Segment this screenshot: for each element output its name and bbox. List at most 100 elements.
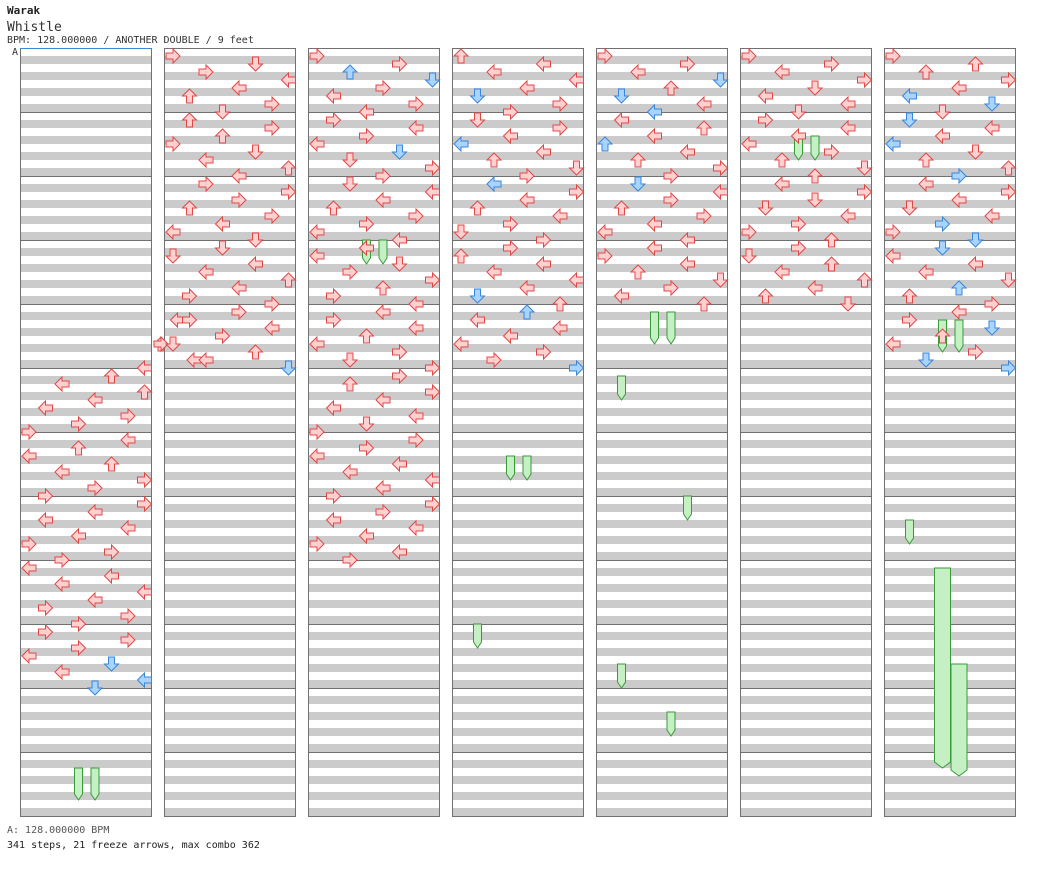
freeze-arrow [522,455,532,481]
beat-stripe [308,776,440,784]
beat-stripe [164,552,296,560]
beat-stripe [164,760,296,768]
beat-stripe [164,88,296,96]
beat-stripe [164,696,296,704]
beat-stripe [452,280,584,288]
beat-stripe [452,680,584,688]
beat-stripe [740,120,872,128]
beat-stripe [884,56,1016,64]
beat-stripe [20,280,152,288]
beat-stripe [596,184,728,192]
beat-stripe [452,808,584,816]
beat-stripe [452,568,584,576]
beat-stripe [20,392,152,400]
beat-stripe [596,584,728,592]
beat-stripe [20,248,152,256]
beat-stripe [596,488,728,496]
beat-stripe [308,808,440,816]
beat-stripe [596,376,728,384]
beat-stripe [20,488,152,496]
beat-stripe [740,328,872,336]
beat-stripe [740,808,872,816]
beat-stripe [308,632,440,640]
beat-stripe [740,216,872,224]
beat-stripe [308,504,440,512]
beat-stripe [884,328,1016,336]
freeze-body [378,239,388,265]
beat-stripe [596,232,728,240]
beat-stripe [308,184,440,192]
beat-stripe [164,712,296,720]
beat-stripe [596,408,728,416]
beat-stripe [452,184,584,192]
beat-stripe [884,136,1016,144]
beat-stripe [20,72,152,80]
beat-stripe [740,680,872,688]
beat-stripe [596,472,728,480]
beat-stripe [884,552,1016,560]
beat-stripe [308,264,440,272]
beat-stripe [740,744,872,752]
beat-stripe [452,776,584,784]
beat-stripe [596,216,728,224]
beat-stripe [20,792,152,800]
beat-stripe [20,760,152,768]
beat-stripe [164,200,296,208]
beat-stripe [740,88,872,96]
beat-stripe [20,456,152,464]
beat-stripe [20,648,152,656]
song-title: Whistle [7,20,62,35]
beat-stripe [884,104,1016,112]
beat-stripe [164,632,296,640]
beat-stripe [884,168,1016,176]
beat-stripe [164,168,296,176]
beat-stripe [596,280,728,288]
beat-stripe [596,712,728,720]
freeze-arrow [506,455,515,481]
beat-stripe [20,152,152,160]
beat-stripe [164,264,296,272]
beat-stripe [884,456,1016,464]
beat-stripe [884,200,1016,208]
beat-stripe [20,328,152,336]
beat-stripe [596,440,728,448]
freeze-body [90,767,100,801]
beat-stripe [20,440,152,448]
beat-stripe [20,408,152,416]
beat-stripe [164,344,296,352]
beat-stripe [20,520,152,528]
beat-stripe [308,360,440,368]
beat-stripe [740,440,872,448]
freeze-body [934,567,951,769]
freeze-body [473,623,482,649]
beat-stripe [20,536,152,544]
beat-stripe [884,360,1016,368]
beat-stripe [20,376,152,384]
beat-stripe [164,232,296,240]
beat-stripe [164,152,296,160]
freeze-body [905,519,914,545]
measure-box [596,752,728,817]
beat-stripe [740,728,872,736]
beat-stripe [452,648,584,656]
beat-stripe [596,56,728,64]
beat-stripe [740,104,872,112]
beat-stripe [740,600,872,608]
beat-stripe [740,712,872,720]
beat-stripe [596,328,728,336]
freeze-body [666,311,676,345]
freeze-body [506,455,515,481]
freeze-arrow [650,311,659,345]
beat-stripe [596,424,728,432]
beat-stripe [452,728,584,736]
beat-stripe [884,472,1016,480]
freeze-arrow [954,319,964,353]
beat-stripe [596,296,728,304]
beat-stripe [452,616,584,624]
beat-stripe [20,744,152,752]
freeze-body [810,135,820,161]
beat-stripe [164,472,296,480]
beat-stripe [740,552,872,560]
freeze-body [666,711,676,737]
beat-stripe [308,424,440,432]
